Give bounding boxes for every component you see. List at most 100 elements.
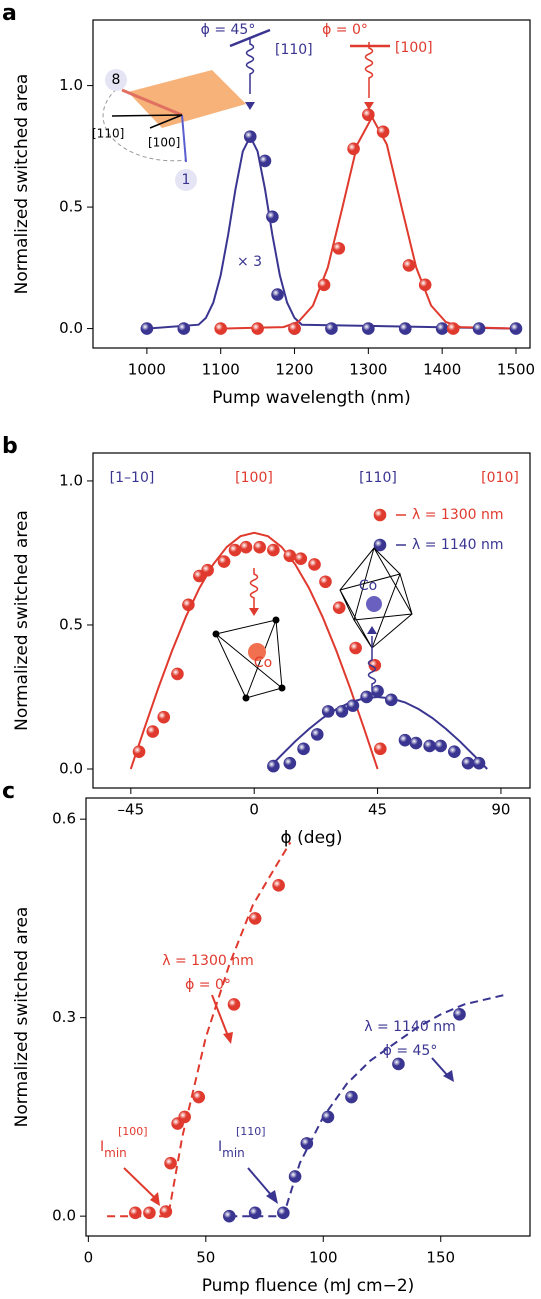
annotation: × 3 xyxy=(237,254,262,270)
arrow-head xyxy=(245,102,255,110)
legend-label: λ = 1140 nm xyxy=(412,537,504,553)
data-point xyxy=(239,540,253,554)
axis-arrow xyxy=(149,114,183,129)
axis-arrow xyxy=(111,114,183,117)
data-point xyxy=(146,725,160,738)
data-point xyxy=(177,322,191,335)
pump-wave xyxy=(367,636,377,690)
data-point xyxy=(171,667,184,681)
annotation: [100] xyxy=(148,136,180,150)
annotation-part: I xyxy=(218,1139,222,1155)
data-point xyxy=(283,756,297,770)
data-point xyxy=(300,1137,314,1150)
data-point xyxy=(272,879,285,892)
annotation: [100] xyxy=(235,470,273,486)
y-tick-label: 0.3 xyxy=(52,1008,76,1026)
data-point xyxy=(345,1090,358,1104)
data-point xyxy=(159,1205,173,1218)
y-tick-label: 1.0 xyxy=(59,76,83,94)
annotation: [110] xyxy=(92,127,124,141)
data-point xyxy=(362,322,375,335)
x-tick-label: 1000 xyxy=(128,361,166,379)
data-point xyxy=(294,552,308,566)
arrow xyxy=(123,1167,156,1199)
data-point xyxy=(310,728,324,741)
panel-letter: c xyxy=(2,779,15,804)
data-point xyxy=(453,1008,466,1021)
y-tick-label: 1.0 xyxy=(59,471,83,489)
data-point xyxy=(251,322,264,335)
annotation: Co xyxy=(359,578,377,594)
arrow-head xyxy=(249,608,259,616)
data-point xyxy=(214,322,228,335)
polarization-arrow xyxy=(181,114,187,163)
annotation-part: I xyxy=(100,1139,104,1155)
data-point xyxy=(332,242,346,255)
panel-letter: b xyxy=(2,434,18,459)
plot-frame xyxy=(92,452,531,789)
legend-label: λ = 1300 nm xyxy=(412,507,504,523)
panel-letter: a xyxy=(2,1,17,26)
data-point xyxy=(267,759,280,773)
data-point xyxy=(129,1206,142,1220)
fit-curve xyxy=(220,115,517,330)
data-point xyxy=(288,322,301,335)
data-point xyxy=(360,690,373,704)
arrow-head xyxy=(443,1070,454,1082)
legend-marker xyxy=(373,508,387,522)
pump-wave xyxy=(364,42,374,98)
data-point xyxy=(253,540,266,554)
data-point xyxy=(347,142,360,156)
data-point xyxy=(227,998,241,1011)
position-marker xyxy=(175,169,197,191)
annotation-part: min xyxy=(222,1146,245,1160)
annotation: [100] xyxy=(118,1125,148,1138)
data-point xyxy=(423,739,436,753)
x-tick-label: 0 xyxy=(84,1249,94,1267)
data-point xyxy=(266,210,279,224)
panel-b-inset xyxy=(212,547,413,702)
pump-wave xyxy=(249,568,259,610)
fit-curve xyxy=(107,841,292,1218)
pump-wave xyxy=(245,38,255,94)
data-point xyxy=(434,739,447,753)
data-point xyxy=(201,563,214,577)
x-tick-label: –45 xyxy=(118,801,145,819)
plot-frame xyxy=(92,19,531,349)
annotation: 1 xyxy=(182,172,191,188)
annotation: ϕ = 45° xyxy=(383,1043,438,1059)
data-point xyxy=(297,742,310,756)
y-axis-label: Normalized switched area xyxy=(12,74,32,295)
data-point xyxy=(402,259,416,272)
y-axis-label: Normalized switched area xyxy=(12,907,32,1128)
x-tick-label: 1500 xyxy=(497,361,535,379)
annotation: 8 xyxy=(112,72,121,88)
annotation-part: min xyxy=(104,1146,127,1160)
x-tick-label: 1300 xyxy=(349,361,387,379)
x-tick-label: 50 xyxy=(196,1249,215,1267)
data-point xyxy=(325,322,338,335)
x-axis-label: Pump wavelength (nm) xyxy=(212,388,411,408)
y-axis-label: Normalized switched area xyxy=(12,510,32,731)
arrow-head xyxy=(150,1192,160,1206)
panel-c-arrows xyxy=(123,994,454,1206)
annotation: Imin xyxy=(100,1139,127,1160)
data-point xyxy=(182,598,195,612)
data-point xyxy=(374,742,387,756)
data-point xyxy=(384,693,398,707)
y-tick-label: 0.0 xyxy=(59,319,83,337)
annotation: [1–10] xyxy=(110,470,155,486)
atom xyxy=(212,630,220,638)
data-point xyxy=(319,575,332,589)
data-point xyxy=(409,736,423,750)
data-point xyxy=(321,1110,335,1124)
arrow-head xyxy=(364,102,374,110)
sample-slab xyxy=(128,70,246,128)
annotation: ϕ = 0° xyxy=(185,977,231,993)
data-point xyxy=(258,154,272,168)
data-point xyxy=(217,555,231,568)
arrow-head xyxy=(223,1032,233,1044)
